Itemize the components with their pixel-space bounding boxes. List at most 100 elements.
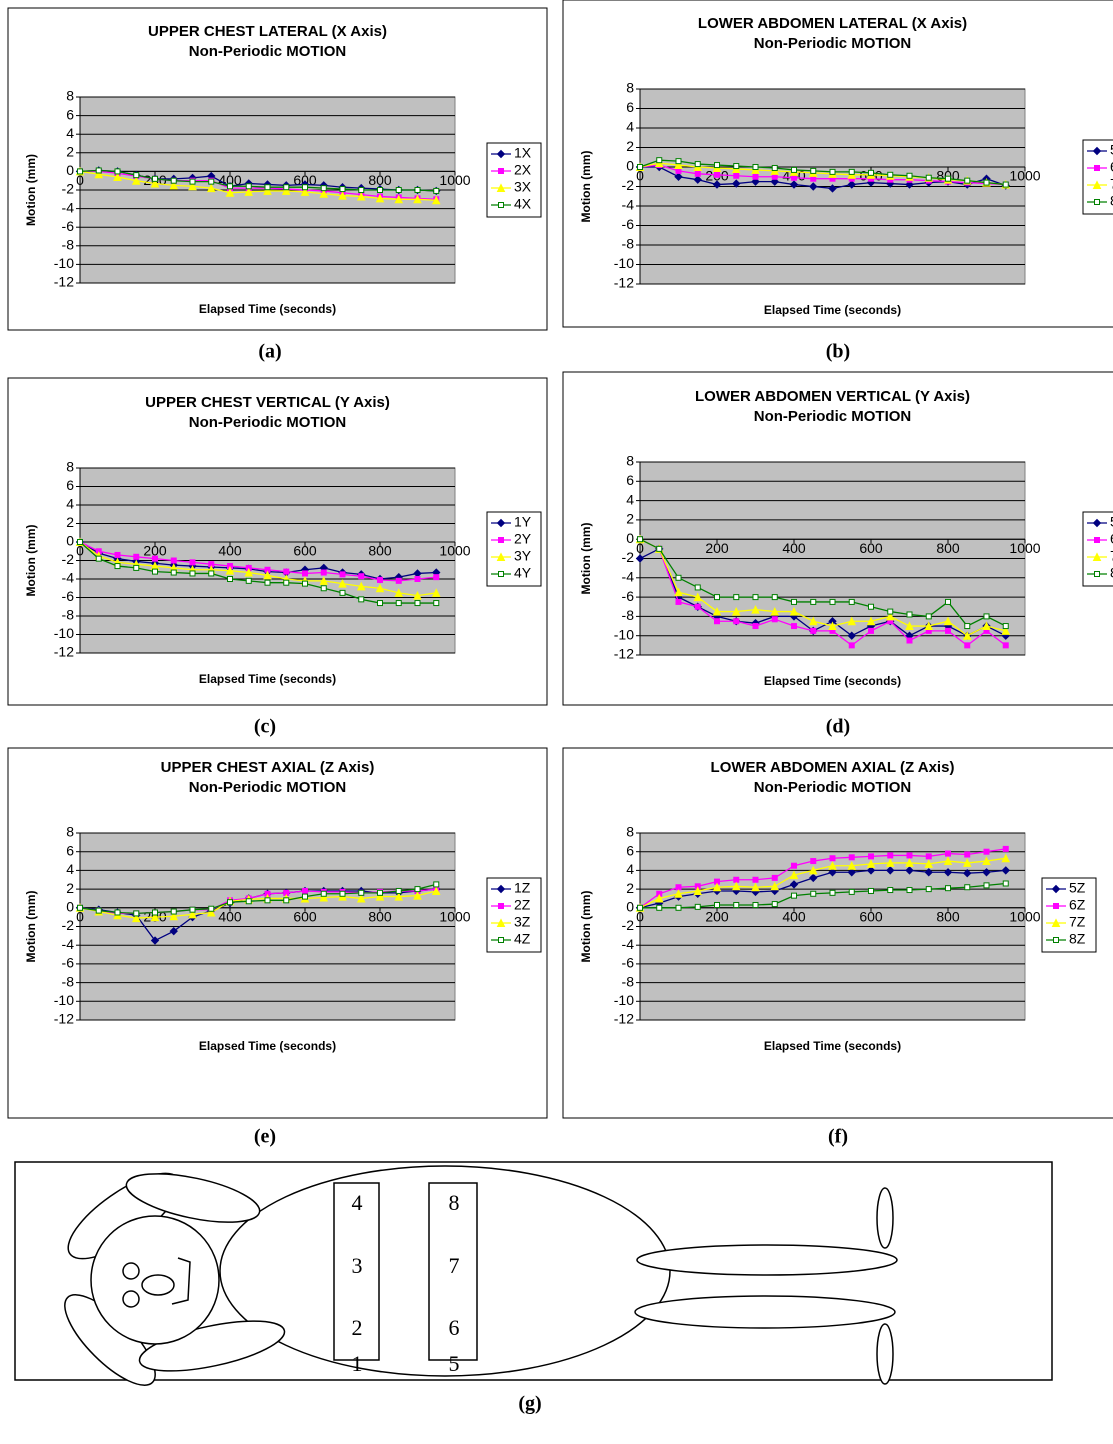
y-tick-label: 4 [66, 125, 74, 141]
y-tick-label: -12 [614, 646, 634, 662]
marker [377, 600, 383, 607]
legend-marker [498, 937, 504, 943]
x-tick-label: 0 [76, 909, 84, 925]
y-tick-label: -10 [54, 625, 74, 641]
marker [637, 164, 643, 170]
y-tick-label: 6 [66, 477, 74, 493]
legend-label: 4X [514, 196, 532, 212]
legend-marker [496, 552, 506, 561]
chart-panel: LOWER ABDOMEN VERTICAL (Y Axis) Non-Perio… [562, 371, 1113, 706]
series-line [79, 541, 437, 604]
y-tick-label: 6 [626, 99, 634, 115]
marker [433, 187, 440, 194]
marker [414, 600, 421, 607]
marker [356, 893, 366, 903]
marker [847, 861, 857, 870]
marker [675, 574, 682, 581]
marker [1001, 866, 1010, 875]
legend: 5X6X7X8X [1082, 139, 1113, 215]
x-tick-label: 400 [218, 909, 242, 925]
y-tick-label: -12 [54, 644, 74, 660]
marker [150, 936, 160, 945]
marker [694, 170, 701, 177]
y-tick-label: -2 [622, 177, 635, 193]
marker [188, 909, 197, 919]
marker [77, 168, 83, 175]
marker [712, 180, 722, 189]
marker [675, 884, 682, 891]
marker [847, 868, 856, 877]
marker [189, 178, 196, 185]
arm [138, 1320, 286, 1372]
x-tick-label: 0 [76, 172, 84, 188]
marker [866, 866, 876, 875]
y-tick-label: 4 [66, 861, 74, 877]
marker [263, 186, 272, 195]
y-tick-label: 6 [626, 842, 634, 858]
marker [905, 866, 914, 875]
marker [809, 873, 818, 883]
marker [868, 169, 874, 176]
marker [170, 908, 177, 915]
panel-caption: (a) [258, 341, 281, 363]
marker [694, 903, 701, 910]
marker [693, 175, 702, 184]
foot [876, 1323, 894, 1385]
legend-label: 7X [1110, 176, 1113, 192]
marker [674, 172, 683, 181]
marker [771, 901, 778, 908]
marker [358, 573, 365, 580]
marker [131, 913, 141, 923]
x-tick-label: 1000 [439, 172, 470, 188]
marker [887, 852, 894, 859]
marker [656, 904, 663, 911]
marker [320, 890, 327, 897]
marker [714, 171, 720, 178]
x-tick-label: 400 [218, 543, 242, 559]
marker [133, 172, 140, 179]
marker [637, 536, 643, 543]
marker [319, 892, 329, 902]
series-line [79, 541, 437, 597]
chart-title: LOWER ABDOMEN LATERAL (X Axis) [698, 15, 967, 32]
marker [189, 570, 196, 577]
y-tick-label: 8 [66, 824, 74, 840]
legend-label: 8Y [1110, 565, 1113, 581]
y-tick-label: 4 [626, 491, 634, 507]
marker [394, 194, 404, 204]
marker [675, 904, 682, 911]
y-tick-label: -12 [54, 1011, 74, 1027]
sensor-label: 4 [352, 1190, 363, 1215]
y-tick-label: -10 [54, 992, 74, 1008]
panel-caption: (g) [518, 1393, 541, 1415]
y-tick-label: 6 [66, 106, 74, 122]
marker [752, 173, 759, 180]
marker [887, 608, 894, 615]
marker [847, 180, 856, 189]
legend-label: 8Z [1069, 931, 1086, 947]
y-axis-label: Motion (mm) [579, 151, 593, 223]
marker [208, 905, 215, 912]
arm [125, 1173, 261, 1223]
legend-label: 4Z [514, 931, 531, 947]
marker [789, 606, 799, 616]
y-tick-label: 0 [626, 530, 634, 546]
x-tick-label: 600 [859, 909, 883, 925]
marker [152, 555, 158, 562]
chart-panel: LOWER ABDOMEN LATERAL (X Axis) Non-Period… [562, 0, 1113, 328]
marker [413, 591, 422, 600]
marker [206, 907, 216, 917]
y-tick-label: 4 [626, 861, 634, 877]
y-tick-label: -8 [62, 237, 75, 253]
x-tick-label: 600 [859, 540, 883, 556]
marker [751, 605, 760, 614]
x-tick-label: 200 [705, 909, 729, 925]
x-tick-label: 1000 [1009, 540, 1040, 556]
panel-caption: (d) [826, 716, 850, 738]
marker [77, 539, 83, 545]
marker [714, 162, 720, 169]
marker [674, 889, 683, 898]
marker [377, 889, 383, 896]
y-tick-label: -4 [622, 197, 635, 213]
x-tick-label: 1000 [439, 909, 470, 925]
